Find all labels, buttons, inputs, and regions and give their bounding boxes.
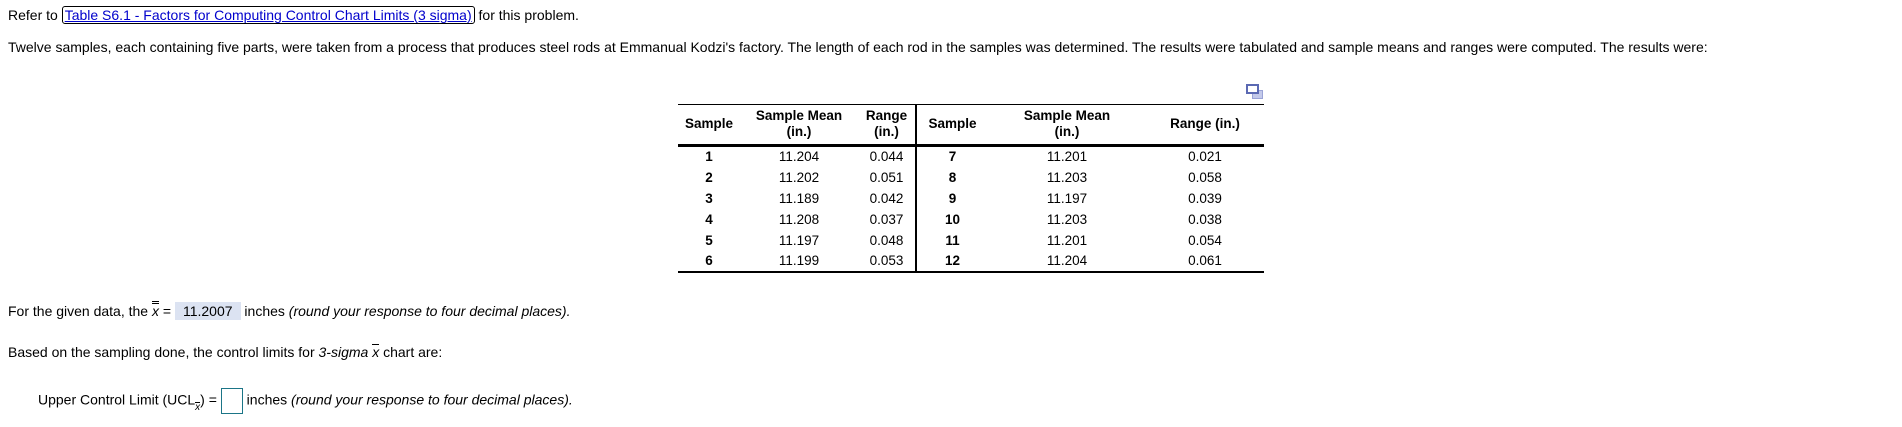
- sample-mean-cell: 11.202: [778, 169, 820, 185]
- reference-prefix: Refer to: [8, 7, 62, 23]
- col-header-sample-right: Sample: [915, 104, 988, 147]
- table-row: 6 11.199 0.053 12 11.204 0.061: [678, 250, 1264, 272]
- control-limits-intro-line: Based on the sampling done, the control …: [8, 344, 442, 360]
- copy-icon-front-sheet: [1246, 84, 1259, 94]
- sample-number-cell: 11: [915, 229, 988, 251]
- xbarbar-answer-box[interactable]: 11.2007: [174, 302, 241, 320]
- range-cell: 0.044: [869, 149, 904, 165]
- col-header-mean-left: Sample Mean (in.): [740, 104, 858, 147]
- sample-data-table: Sample Sample Mean (in.) Range (in.) Sampl…: [678, 104, 1264, 273]
- ucl-label-prefix: Upper Control Limit (UCL: [38, 391, 196, 408]
- units-label: inches: [240, 303, 289, 319]
- climits-suffix: chart are:: [379, 344, 443, 360]
- sample-mean-cell: 11.199: [778, 253, 820, 268]
- range-cell: 0.061: [1188, 253, 1222, 268]
- range-cell: 0.037: [869, 211, 904, 227]
- range-cell: 0.054: [1188, 232, 1222, 248]
- climits-prefix: Based on the sampling done, the control …: [8, 344, 319, 360]
- sample-mean-cell: 11.208: [778, 211, 820, 227]
- x-double-bar-symbol: x: [151, 301, 159, 319]
- sample-mean-cell: 11.203: [1046, 211, 1088, 227]
- col-header-mean-right: Sample Mean (in.): [988, 104, 1146, 147]
- ucl-label-mid: ) =: [200, 391, 221, 408]
- sample-number-cell: 4: [705, 211, 713, 227]
- range-cell: 0.058: [1188, 169, 1222, 185]
- header-row: Sample Sample Mean (in.) Range (in.) Sampl…: [678, 104, 1264, 147]
- copy-table-icon[interactable]: [1246, 84, 1263, 99]
- col-header-sample-left: Sample: [678, 104, 740, 147]
- x-bar-symbol: x: [372, 344, 380, 360]
- sample-number-cell: 3: [705, 190, 713, 206]
- range-cell: 0.021: [1188, 149, 1222, 165]
- sample-number-cell: 1: [705, 149, 713, 165]
- sample-number-cell: 9: [915, 187, 988, 209]
- range-cell: 0.038: [1188, 211, 1222, 227]
- table-row: 4 11.208 0.037 10 11.203 0.038: [678, 208, 1264, 230]
- sample-number-cell: 7: [915, 145, 988, 167]
- sample-mean-cell: 11.201: [1046, 232, 1088, 248]
- sample-mean-cell: 11.197: [1046, 190, 1088, 206]
- sample-number-cell: 2: [705, 169, 713, 185]
- sample-number-cell: 12: [915, 250, 988, 272]
- xbarbar-result-line: For the given data, the x = 11.2007 inch…: [8, 301, 570, 320]
- rounding-note: (round your response to four decimal pla…: [288, 303, 571, 319]
- ucl-rounding-note: (round your response to four decimal pla…: [291, 391, 573, 408]
- col-header-range-right: Range (in.): [1146, 104, 1264, 147]
- three-sigma-label: 3-sigma: [318, 344, 373, 360]
- sample-mean-cell: 11.189: [778, 190, 820, 206]
- sample-mean-cell: 11.204: [1046, 253, 1088, 268]
- col-header-range-left: Range (in.): [858, 104, 916, 147]
- sample-number-cell: 10: [915, 208, 988, 230]
- reference-suffix: for this problem.: [474, 7, 579, 23]
- range-cell: 0.039: [1188, 190, 1222, 206]
- range-cell: 0.042: [869, 190, 904, 206]
- sample-number-cell: 5: [705, 232, 713, 248]
- ucl-xbar-subscript: x: [195, 401, 201, 413]
- table-s61-link[interactable]: Table S6.1 - Factors for Computing Contr…: [61, 6, 475, 24]
- sample-mean-cell: 11.201: [1046, 149, 1088, 165]
- sample-mean-cell: 11.197: [778, 232, 820, 248]
- table-row: 2 11.202 0.051 8 11.203 0.058: [678, 166, 1264, 188]
- range-cell: 0.051: [869, 169, 904, 185]
- sample-mean-cell: 11.204: [778, 149, 820, 165]
- sample-number-cell: 6: [705, 253, 713, 268]
- table-row: 3 11.189 0.042 9 11.197 0.039: [678, 187, 1264, 209]
- summary-prefix: For the given data, the: [8, 303, 152, 319]
- ucl-entry-line: Upper Control Limit (UCLx) = inches (rou…: [38, 388, 573, 414]
- ucl-answer-input[interactable]: [220, 388, 243, 414]
- table-row: 5 11.197 0.048 11 11.201 0.054: [678, 229, 1264, 251]
- sample-number-cell: 8: [915, 166, 988, 188]
- range-cell: 0.048: [869, 232, 904, 248]
- range-cell: 0.053: [869, 253, 904, 268]
- reference-line: Refer to Table S6.1 - Factors for Comput…: [8, 6, 579, 24]
- problem-statement: Twelve samples, each containing five par…: [8, 39, 1708, 55]
- equals-sign: =: [158, 303, 175, 319]
- sample-mean-cell: 11.203: [1046, 169, 1088, 185]
- table-row: 1 11.204 0.044 7 11.201 0.021: [678, 145, 1264, 167]
- ucl-units-label: inches: [242, 391, 292, 408]
